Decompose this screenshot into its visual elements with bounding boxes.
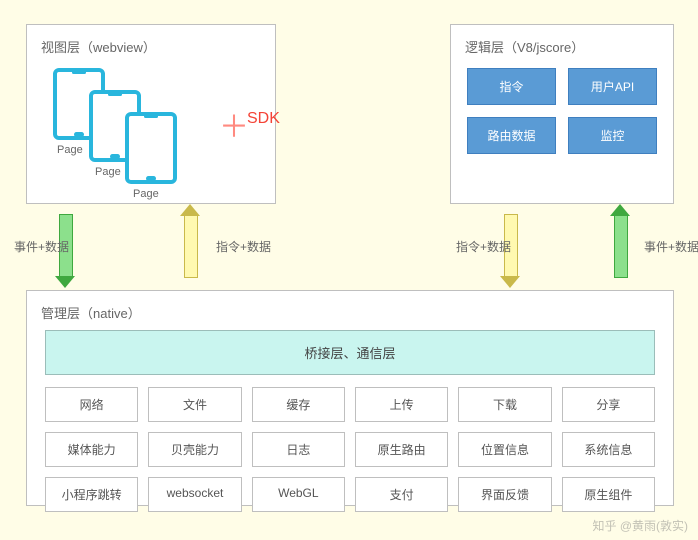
native-item: 上传 — [355, 387, 448, 422]
native-item: 界面反馈 — [458, 477, 551, 512]
native-layer-box: 管理层（native） 桥接层、通信层 网络文件缓存上传下载分享媒体能力贝壳能力… — [26, 290, 674, 506]
sdk-label: SDK — [247, 110, 280, 128]
native-item: 分享 — [562, 387, 655, 422]
native-item: 原生路由 — [355, 432, 448, 467]
native-grid: 网络文件缓存上传下载分享媒体能力贝壳能力日志原生路由位置信息系统信息小程序跳转 w… — [27, 387, 673, 512]
arrow-label: 指令+数据 — [456, 238, 511, 255]
native-item: 缓存 — [252, 387, 345, 422]
view-layer-title: 视图层（webview） — [27, 25, 275, 62]
arrow-label: 事件+数据 — [644, 238, 698, 255]
native-layer-title: 管理层（native） — [27, 291, 673, 328]
native-item: WebGL — [252, 477, 345, 512]
logic-buttons-grid: 指令 用户API 路由数据 监控 — [451, 62, 673, 160]
bridge-bar: 桥接层、通信层 — [45, 330, 655, 375]
native-item: 原生组件 — [562, 477, 655, 512]
native-item: 贝壳能力 — [148, 432, 241, 467]
native-item: 下载 — [458, 387, 551, 422]
plus-icon: ＋ — [219, 102, 249, 146]
native-item: 网络 — [45, 387, 138, 422]
flow-arrow — [180, 204, 200, 288]
logic-button: 用户API — [568, 68, 657, 105]
page-label: Page — [57, 144, 83, 156]
logic-layer-box: 逻辑层（V8/jscore） 指令 用户API 路由数据 监控 — [450, 24, 674, 204]
logic-layer-title: 逻辑层（V8/jscore） — [451, 25, 673, 62]
native-item: 文件 — [148, 387, 241, 422]
page-label: Page — [95, 166, 121, 178]
native-item: 系统信息 — [562, 432, 655, 467]
page-icon — [125, 112, 177, 184]
native-item: 位置信息 — [458, 432, 551, 467]
pages-stack: Page Page Page ＋ SDK — [47, 66, 295, 186]
flow-arrow — [610, 204, 630, 288]
logic-button: 指令 — [467, 68, 556, 105]
native-item: 日志 — [252, 432, 345, 467]
native-item: 小程序跳转 — [45, 477, 138, 512]
native-item: websocket — [148, 477, 241, 512]
arrow-label: 指令+数据 — [216, 238, 271, 255]
arrow-label: 事件+数据 — [14, 238, 69, 255]
logic-button: 路由数据 — [467, 117, 556, 154]
logic-button: 监控 — [568, 117, 657, 154]
watermark: 知乎 @黄雨(敦实) — [592, 517, 688, 534]
view-layer-box: 视图层（webview） Page Page Page ＋ SDK — [26, 24, 276, 204]
page-label: Page — [133, 188, 159, 200]
native-item: 支付 — [355, 477, 448, 512]
native-item: 媒体能力 — [45, 432, 138, 467]
